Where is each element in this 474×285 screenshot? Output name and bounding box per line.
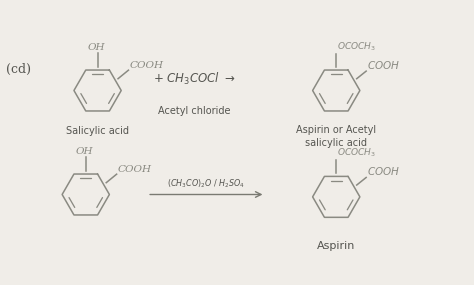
Text: COOH: COOH xyxy=(129,61,164,70)
Text: $+\ CH_3COCl\ \rightarrow$: $+\ CH_3COCl\ \rightarrow$ xyxy=(153,71,236,87)
Text: $(CH_3CO)_2O\ /\ H_2SO_4$: $(CH_3CO)_2O\ /\ H_2SO_4$ xyxy=(167,177,246,190)
Text: Aspirin: Aspirin xyxy=(317,241,356,251)
Text: (cd): (cd) xyxy=(6,63,31,76)
Text: Salicylic acid: Salicylic acid xyxy=(66,126,129,136)
Text: $COOH$: $COOH$ xyxy=(367,59,400,71)
Text: OH: OH xyxy=(88,43,105,52)
Text: COOH: COOH xyxy=(118,165,152,174)
Text: salicylic acid: salicylic acid xyxy=(305,138,367,148)
Text: $OCOCH_3$: $OCOCH_3$ xyxy=(337,40,376,53)
Text: $COOH$: $COOH$ xyxy=(367,165,400,177)
Text: $OCOCH_3$: $OCOCH_3$ xyxy=(337,146,376,159)
Text: Aspirin or Acetyl: Aspirin or Acetyl xyxy=(296,125,376,135)
Text: OH: OH xyxy=(76,147,93,156)
Text: Acetyl chloride: Acetyl chloride xyxy=(158,106,231,116)
